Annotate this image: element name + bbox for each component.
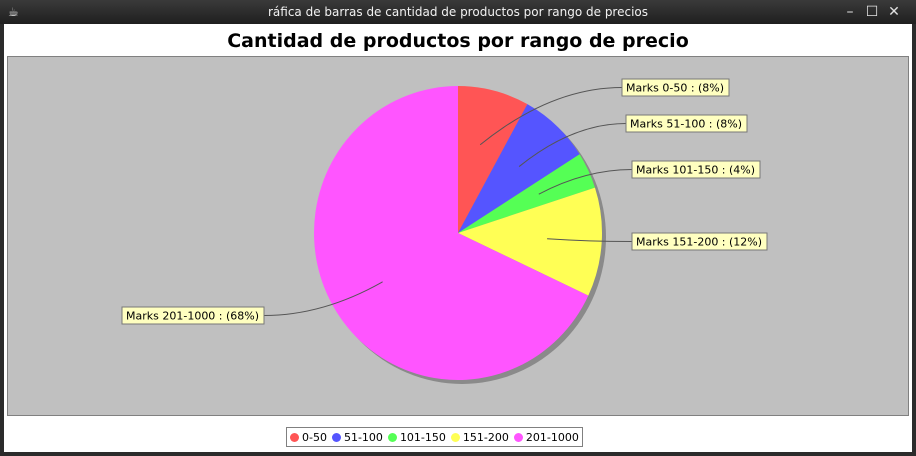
legend-item-101-150: 101-150 xyxy=(387,430,446,444)
slice-label-51-100: Marks 51-100 : (8%) xyxy=(630,118,742,131)
legend-item-151-200: 151-200 xyxy=(450,430,509,444)
coffee-cup-icon: ☕ xyxy=(8,5,19,19)
label-connector-101-150 xyxy=(538,169,633,195)
minimize-button[interactable]: – xyxy=(846,4,854,20)
label-connector-151-200 xyxy=(547,238,633,242)
window-title: ráfica de barras de cantidad de producto… xyxy=(267,5,649,19)
label-box-51-100 xyxy=(625,114,748,133)
chart-title: Cantidad de productos por rango de preci… xyxy=(227,30,689,52)
pie-slice-51-100[interactable] xyxy=(458,104,580,233)
maximize-button[interactable]: ☐ xyxy=(865,4,879,20)
legend-swatch-101-150 xyxy=(387,432,397,442)
legend-item-201-1000: 201-1000 xyxy=(513,430,579,444)
chart-panel: Cantidad de productos por rango de preci… xyxy=(4,24,912,452)
pie-slice-201-1000[interactable] xyxy=(314,85,589,380)
label-connector-201-1000 xyxy=(263,281,383,316)
legend-swatch-0-50 xyxy=(290,432,299,442)
slice-label-151-200: Marks 151-200 : (12%) xyxy=(636,236,762,249)
legend-label-51-100: 51-100 xyxy=(343,430,383,444)
title-bar[interactable]: ☕ ráfica de barras de cantidad de produc… xyxy=(0,0,916,24)
label-connector-51-100 xyxy=(518,123,627,167)
close-button[interactable]: ✕ xyxy=(888,4,900,20)
slice-label-101-150: Marks 101-150 : (4%) xyxy=(636,164,755,177)
legend-item-51-100: 51-100 xyxy=(331,430,383,444)
legend-swatch-151-200 xyxy=(450,432,460,442)
legend-swatch-201-1000 xyxy=(513,432,523,442)
legend-item-0-50: 0-50 xyxy=(290,431,327,444)
label-box-0-50 xyxy=(621,78,730,97)
legend-label-201-1000: 201-1000 xyxy=(525,430,579,444)
legend-label-151-200: 151-200 xyxy=(462,430,509,444)
pie-slice-151-200[interactable] xyxy=(458,187,602,296)
legend-label-101-150: 101-150 xyxy=(399,430,446,444)
plot-area: Marks 0-50 : (8%) Marks 51-100 : (8%) Mark… xyxy=(7,56,909,416)
legend-swatch-51-100 xyxy=(331,432,341,442)
label-box-201-1000 xyxy=(121,306,265,325)
label-box-151-200 xyxy=(631,232,768,251)
slice-label-0-50: Marks 0-50 : (8%) xyxy=(626,82,724,95)
slice-label-201-1000: Marks 201-1000 : (68%) xyxy=(126,310,259,323)
label-box-101-150 xyxy=(631,160,761,179)
label-connector-0-50 xyxy=(479,87,623,146)
pie-slice-101-150[interactable] xyxy=(458,154,595,233)
legend-label-0-50: 0-50 xyxy=(302,430,327,444)
legend: 0-50 51-100 101-150 151-200 201-1000 xyxy=(286,427,583,447)
pie-chart: Marks 0-50 : (8%) Marks 51-100 : (8%) Mark… xyxy=(121,78,768,384)
